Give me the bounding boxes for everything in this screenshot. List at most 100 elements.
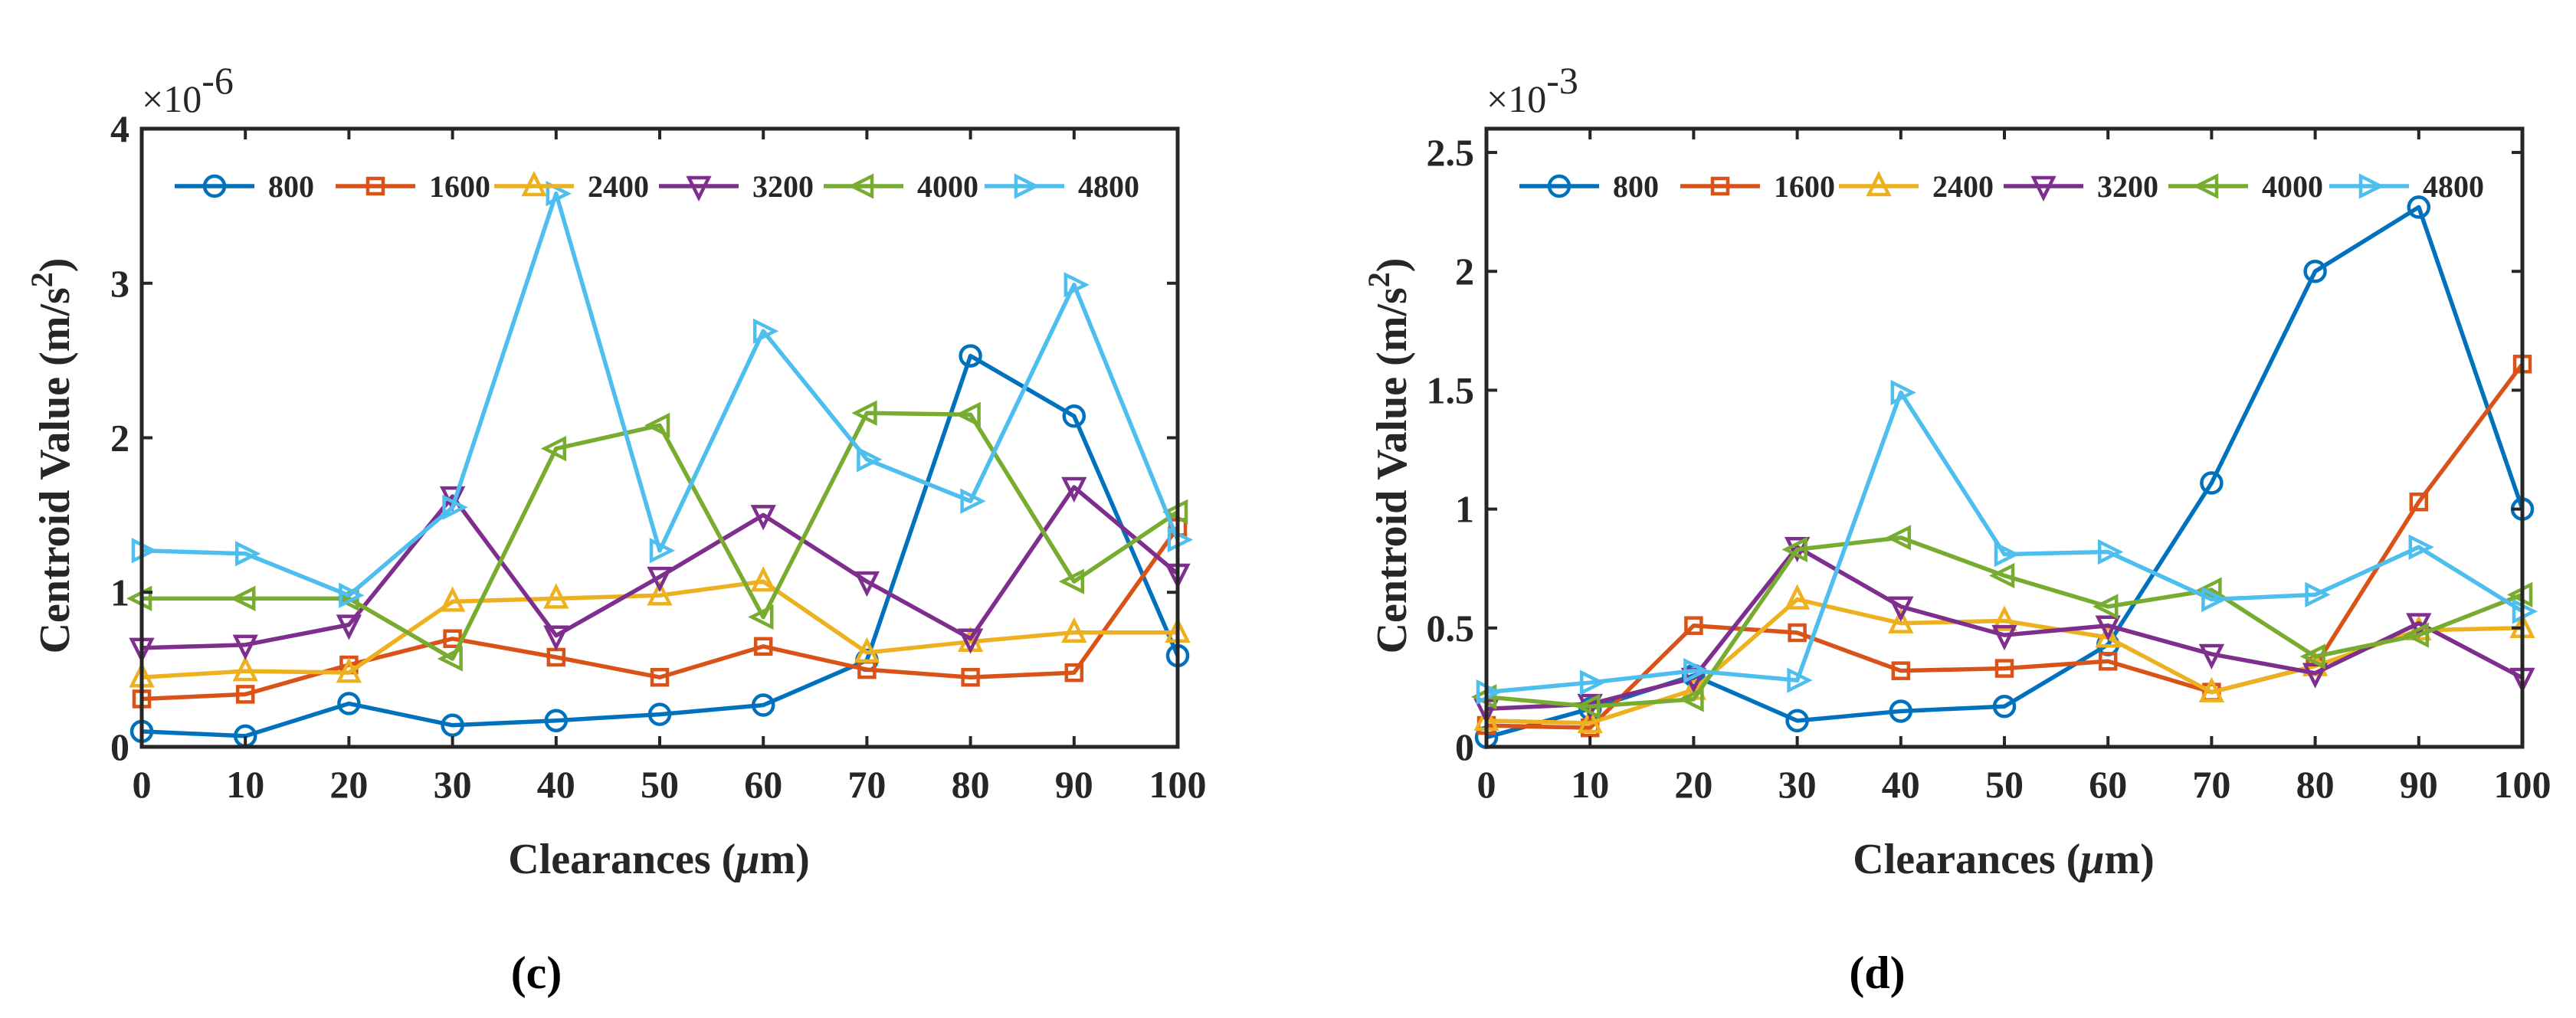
series-line-3200-d (1486, 545, 2524, 712)
legend-marker-800-d (1547, 174, 1571, 198)
data-point-2400-10-d (1577, 707, 1603, 734)
data-point-800-40-c (544, 709, 569, 732)
data-point-4000-60-c (748, 604, 774, 630)
legend-d: 800 1600 2400 3200 4000 4800 (1519, 169, 2484, 204)
panel-caption-c: (c) (511, 948, 562, 998)
x-tick-label-50-c: 50 (641, 763, 679, 806)
legend-label-2400-d: 2400 (1932, 169, 1994, 204)
data-point-2400-30-c (439, 586, 466, 612)
legend-marker-2400-d (1866, 170, 1892, 197)
legend-marker-4000-c (847, 173, 874, 199)
data-point-4800-50-c (649, 538, 676, 564)
exponent-label-d: ×10-3 (1486, 59, 1578, 120)
data-point-4000-90-d (2403, 622, 2430, 648)
data-point-4800-70-c (857, 447, 883, 473)
series-line-1600-c (141, 525, 1180, 702)
data-point-3200-10-c (232, 634, 258, 660)
data-point-4800-20-c (339, 582, 365, 608)
data-point-4000-20-d (1678, 686, 1704, 712)
data-point-4800-40-c (546, 181, 572, 207)
legend-label-3200-c: 3200 (752, 169, 814, 204)
x-axis-label-d: Clearances (μm) (1853, 836, 2154, 883)
x-tick-label-10-d: 10 (1571, 763, 1609, 806)
legend-label-1600-d: 1600 (1774, 169, 1835, 204)
legend-label-4800-d: 4800 (2423, 169, 2484, 204)
data-point-4800-20-d (1683, 658, 1709, 684)
legend-label-4000-c: 4000 (917, 169, 978, 204)
y-tick-label-1-d: 1 (1455, 488, 1474, 531)
data-point-4800-70-d (2201, 586, 2227, 613)
y-axis-label-main-c: Centroid Value (m/s (31, 287, 79, 653)
legend-c: 800 1600 2400 3200 4000 4800 (175, 169, 1139, 204)
y-tick-label-2-d: 2 (1455, 250, 1474, 293)
data-point-800-70-d (2200, 471, 2224, 495)
data-point-3200-50-d (1991, 624, 2017, 651)
y-tick-label-0-d: 0 (1455, 725, 1474, 768)
plot-area-d: 0 10 20 30 40 50 60 70 80 90 100 0 0.5 1 1.5 2 2.5 800 160… (1427, 126, 2551, 806)
x-tick-label-20-c: 20 (329, 763, 368, 806)
data-point-2400-70-d (2198, 676, 2225, 702)
data-point-4000-60-d (2093, 594, 2119, 620)
series-line-1600-d (1486, 362, 2525, 730)
series-line-2400-c (141, 579, 1178, 679)
x-tick-label-80-d: 80 (2296, 763, 2335, 806)
data-point-4800-90-c (1064, 272, 1090, 298)
x-tick-label-90-d: 90 (2400, 763, 2438, 806)
data-point-4000-80-d (2299, 643, 2325, 669)
x-tick-label-90-c: 90 (1055, 763, 1093, 806)
data-point-4800-30-c (442, 494, 468, 520)
data-point-1600-80-c (961, 667, 980, 687)
legend-label-2400-c: 2400 (588, 169, 649, 204)
data-point-3200-50-c (647, 566, 673, 593)
data-point-3200-60-d (2095, 615, 2121, 641)
x-axis-label-end-c: m) (759, 836, 809, 883)
data-point-800-50-d (1992, 694, 2017, 718)
data-point-1600-10-c (235, 685, 255, 704)
data-point-4800-30-d (1787, 667, 1813, 693)
data-point-2400-50-d (1991, 605, 2017, 631)
data-point-1600-60-c (753, 637, 773, 656)
x-tick-label-30-d: 30 (1778, 763, 1817, 806)
data-point-800-40-d (1889, 699, 1913, 723)
data-point-3200-20-c (336, 614, 362, 640)
data-point-4000-50-d (1988, 562, 2015, 589)
data-point-4800-60-d (2097, 538, 2124, 565)
x-tick-label-20-d: 20 (1674, 763, 1712, 806)
data-point-3200-70-d (2198, 643, 2225, 669)
y-tick-label-1-c: 1 (110, 571, 129, 614)
x-tick-label-60-c: 60 (744, 763, 782, 806)
x-tick-label-40-c: 40 (537, 763, 575, 806)
data-point-4000-30-c (437, 646, 463, 672)
y-tick-label-0.5-d: 0.5 (1427, 607, 1475, 650)
data-point-4800-80-d (2305, 581, 2331, 607)
y-axis-label-c: Centroid Value (m/s2) (25, 258, 79, 654)
legend-marker-3200-d (2030, 175, 2057, 202)
data-point-1600-40-d (1891, 661, 1911, 680)
data-point-800-80-d (2303, 259, 2327, 283)
data-point-2400-70-c (854, 637, 880, 663)
legend-marker-800-c (202, 174, 227, 198)
x-tick-label-40-d: 40 (1882, 763, 1920, 806)
legend-marker-1600-c (365, 176, 385, 196)
series-line-4800-c (141, 191, 1180, 598)
data-point-4000-10-d (1575, 693, 1601, 719)
legend-label-800-d: 800 (1613, 169, 1659, 204)
data-point-2400-30-d (1784, 584, 1811, 610)
series-line-4800-d (1486, 390, 2524, 695)
x-axis-label-unit-c: μ (733, 836, 759, 883)
chart-panel-d: 0 10 20 30 40 50 60 70 80 90 100 0 0.5 1 1.5 2 2.5 800 160… (1362, 59, 2551, 998)
data-point-4800-50-d (1994, 541, 2020, 568)
x-tick-label-30-c: 30 (434, 763, 472, 806)
legend-marker-3200-c (686, 175, 712, 202)
x-tick-label-10-c: 10 (226, 763, 264, 806)
data-point-1600-20-d (1684, 616, 1703, 635)
exponent-power-d: -3 (1546, 59, 1578, 102)
data-point-4800-80-c (960, 488, 986, 514)
legend-marker-2400-c (521, 170, 547, 197)
data-point-2400-20-c (336, 657, 362, 683)
data-point-4000-80-c (955, 401, 981, 427)
data-point-1600-90-d (2409, 493, 2429, 512)
data-point-4800-10-c (234, 541, 261, 567)
data-point-3200-80-c (957, 628, 984, 654)
